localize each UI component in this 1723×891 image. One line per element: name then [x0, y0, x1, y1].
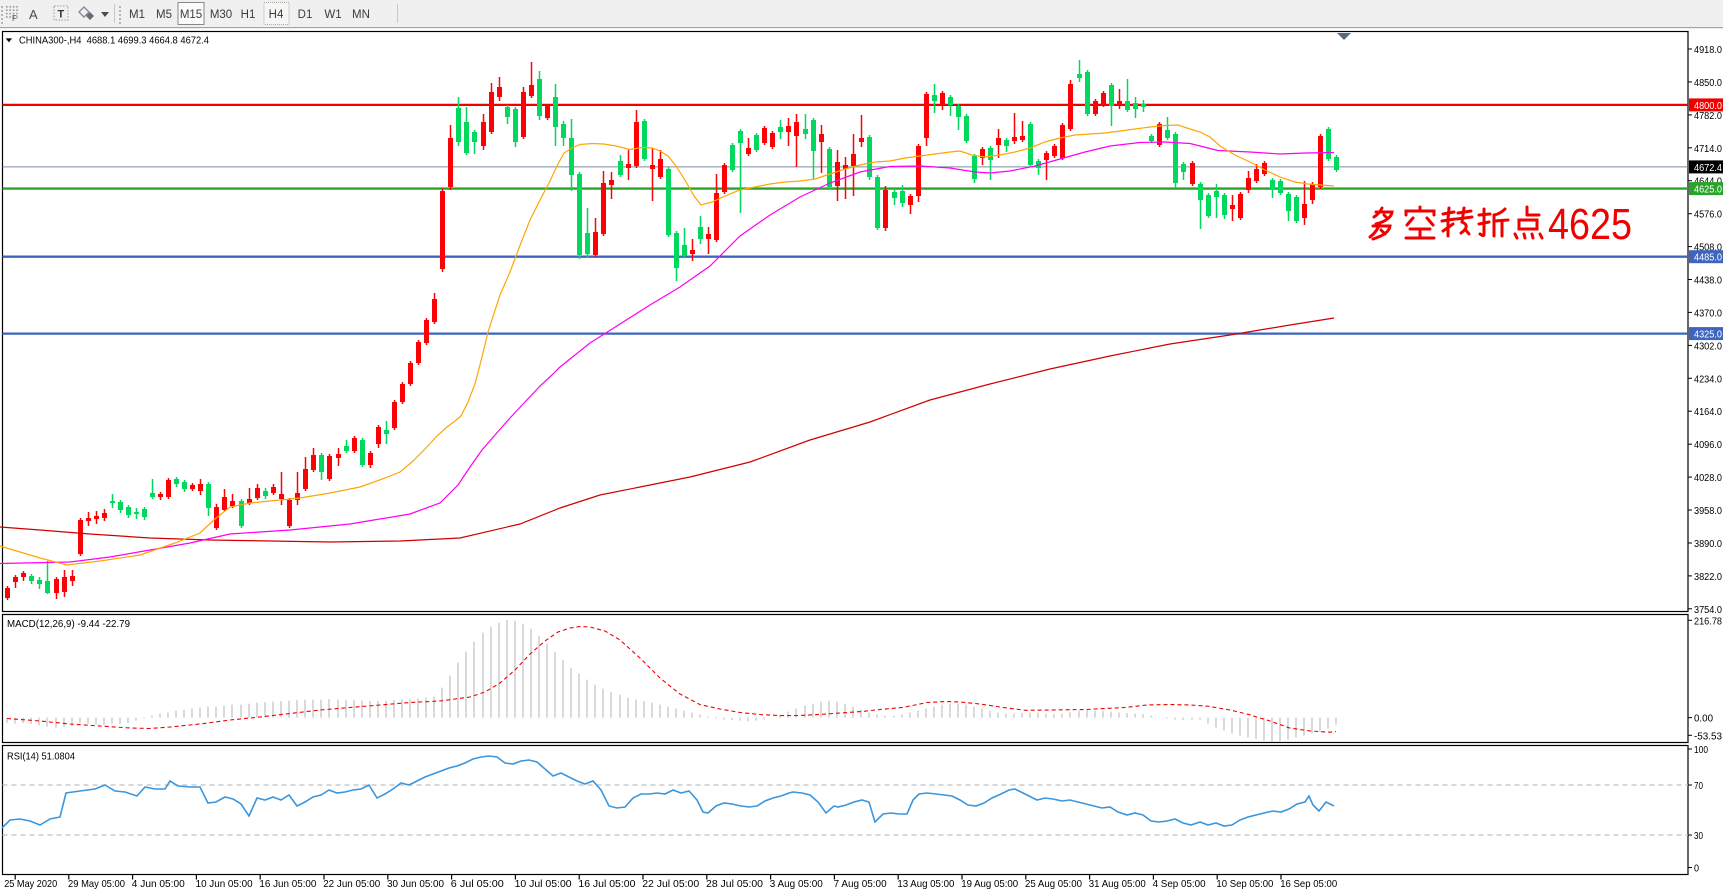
svg-text:22 Jun 05:00: 22 Jun 05:00: [323, 878, 380, 890]
svg-text:31 Aug 05:00: 31 Aug 05:00: [1089, 878, 1146, 890]
svg-text:13 Aug 05:00: 13 Aug 05:00: [897, 878, 954, 890]
svg-text:100: 100: [1694, 745, 1708, 756]
svg-text:M15: M15: [180, 9, 202, 21]
svg-text:22 Jul 05:00: 22 Jul 05:00: [642, 878, 699, 890]
svg-text:F: F: [12, 14, 17, 23]
svg-text:T: T: [58, 9, 65, 21]
svg-text:29 May 05:00: 29 May 05:00: [68, 878, 125, 890]
svg-text:4 Jun 05:00: 4 Jun 05:00: [132, 878, 185, 890]
svg-text:70: 70: [1694, 781, 1703, 792]
svg-text:4438.0: 4438.0: [1694, 276, 1722, 287]
svg-text:M30: M30: [210, 9, 232, 21]
svg-text:7 Aug 05:00: 7 Aug 05:00: [834, 878, 887, 890]
svg-text:4325.0: 4325.0: [1694, 330, 1722, 341]
svg-text:6 Jul 05:00: 6 Jul 05:00: [451, 878, 504, 890]
svg-text:0: 0: [1694, 864, 1699, 875]
svg-text:4028.0: 4028.0: [1694, 473, 1722, 484]
svg-text:4576.0: 4576.0: [1694, 210, 1722, 221]
svg-text:16 Sep 05:00: 16 Sep 05:00: [1280, 878, 1337, 890]
svg-text:3822.0: 3822.0: [1694, 572, 1722, 583]
svg-text:10 Jul 05:00: 10 Jul 05:00: [515, 878, 572, 890]
svg-text:3 Aug 05:00: 3 Aug 05:00: [770, 878, 823, 890]
svg-text:4800.0: 4800.0: [1694, 101, 1722, 112]
svg-text:H4: H4: [269, 9, 284, 21]
svg-text:RSI(14) 51.0804: RSI(14) 51.0804: [7, 751, 75, 763]
svg-text:28 Jul 05:00: 28 Jul 05:00: [706, 878, 763, 890]
svg-text:3754.0: 3754.0: [1694, 605, 1722, 616]
svg-text:4625: 4625: [1548, 200, 1632, 249]
svg-text:30 Jun 05:00: 30 Jun 05:00: [387, 878, 444, 890]
svg-text:CHINA300-,H4 4688.1 4699.3 46: CHINA300-,H4 4688.1 4699.3 4664.8 4672.4: [19, 35, 209, 47]
svg-text:MACD(12,26,9) -9.44 -22.79: MACD(12,26,9) -9.44 -22.79: [7, 618, 130, 630]
svg-text:4370.0: 4370.0: [1694, 308, 1722, 319]
svg-text:D1: D1: [298, 9, 313, 21]
svg-text:10 Sep 05:00: 10 Sep 05:00: [1216, 878, 1273, 890]
svg-text:16 Jul 05:00: 16 Jul 05:00: [578, 878, 635, 890]
svg-text:4625.0: 4625.0: [1694, 185, 1722, 196]
svg-text:10 Jun 05:00: 10 Jun 05:00: [196, 878, 253, 890]
svg-text:4672.4: 4672.4: [1694, 163, 1722, 174]
svg-text:MN: MN: [352, 9, 370, 21]
svg-text:4508.0: 4508.0: [1694, 243, 1722, 254]
svg-text:0.00: 0.00: [1694, 714, 1713, 725]
svg-text:25 May 2020: 25 May 2020: [4, 878, 57, 890]
svg-text:H1: H1: [241, 9, 256, 21]
svg-text:25 Aug 05:00: 25 Aug 05:00: [1025, 878, 1082, 890]
svg-text:4485.0: 4485.0: [1694, 253, 1722, 264]
svg-text:4234.0: 4234.0: [1694, 374, 1722, 385]
svg-text:4850.0: 4850.0: [1694, 78, 1722, 89]
svg-text:W1: W1: [324, 9, 341, 21]
svg-text:4918.0: 4918.0: [1694, 45, 1722, 56]
svg-text:-53.53: -53.53: [1694, 731, 1722, 742]
svg-text:M1: M1: [129, 9, 145, 21]
svg-text:A: A: [29, 7, 38, 22]
svg-text:30: 30: [1694, 831, 1703, 842]
svg-text:16 Jun 05:00: 16 Jun 05:00: [259, 878, 316, 890]
svg-text:3958.0: 3958.0: [1694, 506, 1722, 517]
svg-text:19 Aug 05:00: 19 Aug 05:00: [961, 878, 1018, 890]
svg-text:4 Sep 05:00: 4 Sep 05:00: [1153, 878, 1206, 890]
svg-text:4302.0: 4302.0: [1694, 341, 1722, 352]
svg-text:M5: M5: [156, 9, 172, 21]
svg-text:4096.0: 4096.0: [1694, 440, 1722, 451]
svg-text:3890.0: 3890.0: [1694, 539, 1722, 550]
svg-text:4164.0: 4164.0: [1694, 407, 1722, 418]
svg-text:216.78: 216.78: [1694, 616, 1722, 627]
svg-text:4782.0: 4782.0: [1694, 111, 1722, 122]
svg-text:4714.0: 4714.0: [1694, 144, 1722, 155]
